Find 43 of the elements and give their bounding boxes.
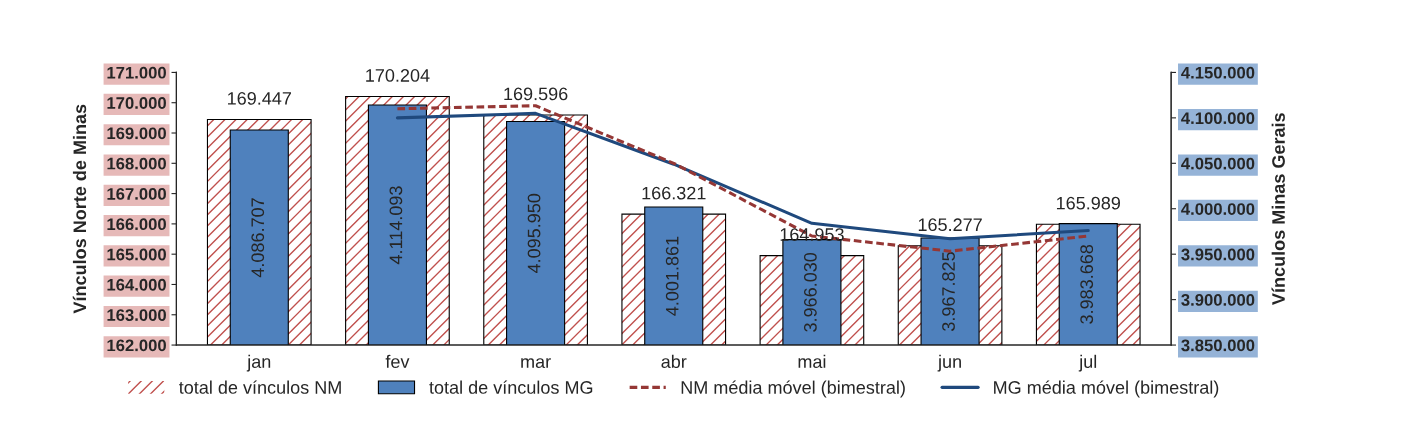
- legend-label: MG média móvel (bimestral): [994, 380, 1219, 398]
- y2-tick-label: 3.900.000: [1181, 294, 1255, 306]
- y-tick-label: 162.000: [107, 339, 166, 352]
- data-label: 4.086.707: [251, 198, 265, 278]
- y-axis-title: Vínculos Norte de Minas: [72, 104, 87, 314]
- legend-label: total de vínculos MG: [429, 380, 593, 394]
- x-tick-label: jul: [1078, 354, 1097, 372]
- data-label: 166.321: [642, 186, 706, 200]
- data-label: 4.114.093: [389, 186, 403, 265]
- y2-tick-label: 3.950.000: [1181, 248, 1255, 261]
- x-tick-label: mar: [521, 358, 551, 369]
- x-tick-label: fev: [385, 354, 410, 369]
- y-tick-label: 170.000: [107, 97, 166, 109]
- data-label: 165.989: [1056, 196, 1121, 210]
- y-tick-label: 163.000: [107, 309, 166, 321]
- data-label: 4.095.950: [527, 193, 541, 274]
- y-tick-label: 164.000: [107, 278, 166, 291]
- x-tick-label: abr: [661, 354, 687, 369]
- y-tick-label: 167.000: [107, 187, 166, 200]
- y-tick-label: 171.000: [107, 66, 166, 79]
- y2-tick-label: 3.850.000: [1181, 339, 1255, 352]
- data-label: 3.966.030: [803, 252, 817, 332]
- data-label: 170.204: [366, 69, 430, 82]
- data-label: 169.596: [504, 87, 568, 101]
- data-label: 3.983.668: [1080, 244, 1094, 324]
- data-label: 165.277: [918, 218, 982, 232]
- data-label: 3.967.825: [942, 252, 955, 331]
- y-tick-label: 166.000: [107, 218, 166, 231]
- y-tick-label: 168.000: [107, 157, 166, 170]
- y2-tick-label: 4.150.000: [1181, 66, 1255, 79]
- x-tick-label: mai: [798, 354, 826, 369]
- data-label: 4.001.861: [665, 236, 679, 316]
- y-tick-label: 169.000: [107, 127, 166, 140]
- y-tick-label: 165.000: [107, 248, 166, 261]
- y2-tick-label: 4.000.000: [1181, 203, 1255, 215]
- legend-label: NM média móvel (bimestral): [681, 380, 905, 398]
- x-tick-label: jan: [246, 354, 271, 372]
- data-label: 169.447: [228, 92, 291, 105]
- y2-tick-label: 4.100.000: [1181, 112, 1255, 125]
- x-tick-label: jun: [937, 354, 961, 372]
- y2-axis-title: Vínculos Minas Gerais: [1271, 113, 1285, 305]
- y2-tick-label: 4.050.000: [1181, 157, 1255, 170]
- legend-label: total de vínculos NM: [179, 380, 341, 394]
